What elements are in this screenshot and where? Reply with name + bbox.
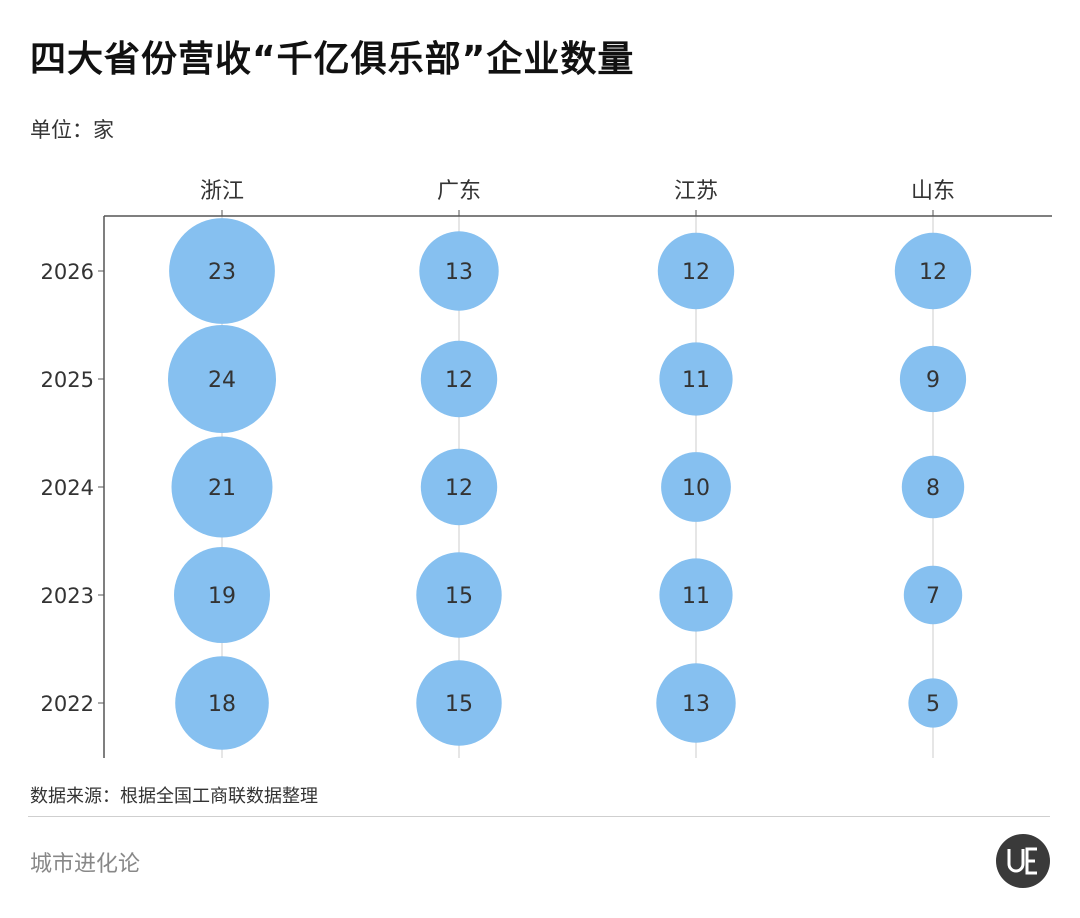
bubble-2-1 (420, 448, 498, 526)
bubble-0-1 (419, 231, 499, 311)
chart-title: 四大省份营收“千亿俱乐部”企业数量 (30, 39, 635, 80)
bubble-1-1 (420, 340, 498, 418)
bubble-label-2-3: 8 (926, 476, 940, 501)
bubble-4-1 (416, 660, 502, 746)
bubble-label-3-2: 11 (682, 584, 710, 609)
unit-label: 单位：家 (30, 118, 114, 142)
ue-logo-icon (1007, 847, 1037, 875)
bubble-label-4-2: 13 (682, 692, 710, 717)
y-tick-label-4: 2022 (41, 692, 94, 716)
x-tick-label-3: 山东 (911, 179, 955, 204)
bubble-label-4-3: 5 (926, 692, 940, 717)
bubble-3-3 (903, 565, 963, 625)
bubble-1-3 (899, 345, 967, 413)
bubble-0-2 (657, 232, 735, 310)
bubble-label-4-0: 18 (208, 692, 236, 717)
brand-logo (996, 834, 1050, 888)
bubble-label-0-1: 13 (445, 260, 473, 285)
bubble-label-1-1: 12 (445, 368, 473, 393)
bubble-4-0 (175, 656, 269, 750)
bubble-label-0-2: 12 (682, 260, 710, 285)
bubble-label-3-1: 15 (445, 584, 473, 609)
bubble-2-0 (171, 436, 273, 538)
y-tick-label-1: 2025 (41, 368, 94, 392)
y-tick-label-2: 2024 (41, 476, 94, 500)
bubble-3-2 (659, 558, 733, 632)
bubble-3-0 (174, 547, 270, 643)
bubble-label-1-2: 11 (682, 368, 710, 393)
footer-divider (28, 816, 1050, 817)
bubble-label-0-3: 12 (919, 260, 947, 285)
brand-name: 城市进化论 (30, 852, 141, 877)
bubble-2-3 (901, 455, 965, 519)
bubble-label-3-3: 7 (926, 584, 940, 609)
bubble-4-2 (656, 663, 736, 743)
x-tick-label-0: 浙江 (200, 179, 244, 204)
bubble-label-2-1: 12 (445, 476, 473, 501)
bubble-2-2 (661, 452, 731, 522)
bubble-0-0 (169, 218, 275, 324)
y-tick-label-0: 2026 (41, 260, 94, 284)
y-tick-label-3: 2023 (41, 584, 94, 608)
bubble-1-2 (659, 342, 733, 416)
bubble-label-2-2: 10 (682, 476, 710, 501)
data-source: 数据来源：根据全国工商联数据整理 (30, 786, 318, 807)
bubble-3-1 (416, 552, 502, 638)
bubble-label-2-0: 21 (208, 476, 236, 501)
bubble-label-3-0: 19 (208, 584, 236, 609)
bubble-label-4-1: 15 (445, 692, 473, 717)
x-tick-label-1: 广东 (437, 179, 481, 204)
bubble-label-1-3: 9 (926, 368, 940, 393)
bubble-label-0-0: 23 (208, 260, 236, 285)
bubble-0-3 (894, 232, 972, 310)
bubble-1-0 (168, 325, 276, 433)
x-tick-label-2: 江苏 (674, 179, 718, 204)
bubble-4-3 (908, 678, 958, 728)
bubble-label-1-0: 24 (208, 368, 236, 393)
